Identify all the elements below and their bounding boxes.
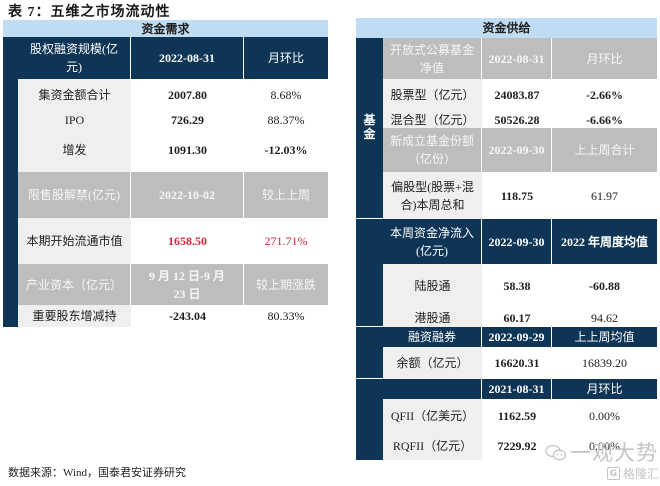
row-value: 1658.50 — [131, 218, 244, 264]
margin-header-change: 上上周均值 — [552, 327, 657, 347]
row-change: -60.88 — [552, 264, 657, 308]
supply-section-title: 资金供给 — [356, 18, 657, 38]
row-label: 重要股东增减持 — [18, 305, 131, 327]
row-change: 61.97 — [552, 172, 657, 219]
source-note: 数据来源：Wind，国泰君安证券研究 — [8, 467, 186, 479]
row-change: 16839.20 — [552, 347, 657, 379]
demand-section-title: 资金需求 — [3, 20, 328, 37]
northbound-header-date: 2022-09-30 — [482, 219, 552, 264]
qfii-header-change: 月环比 — [552, 379, 657, 399]
qfii-strip — [356, 379, 383, 460]
logo-mark-icon: G — [607, 467, 620, 480]
row-value: 58.38 — [482, 264, 552, 308]
row-label: 偏股型(股票+混合)本周总和 — [383, 172, 482, 219]
row-label: 混合型（亿元） — [383, 111, 482, 128]
row-value: -243.04 — [131, 305, 244, 327]
row-value: 60.17 — [482, 308, 552, 327]
row-change: 8.68% — [244, 79, 328, 111]
row-change: -2.66% — [552, 79, 657, 111]
northbound-strip — [356, 219, 383, 327]
row-value: 24083.87 — [482, 79, 552, 111]
public-funds-header-label: 开放式公募基金净值 — [383, 38, 482, 79]
watermark-text: 一观大势 — [570, 441, 658, 465]
margin-header-label: 融资融券 — [383, 327, 482, 347]
row-change: 88.37% — [244, 111, 328, 128]
public-funds-header-date: 2022-08-31 — [482, 38, 552, 79]
row-label: 增发 — [18, 128, 131, 172]
row-change: 0.00% — [552, 399, 657, 432]
new-funds-header-change: 上上周合计 — [552, 128, 657, 172]
row-value: 50526.28 — [482, 111, 552, 128]
row-change: 94.62 — [552, 308, 657, 327]
row-change: 0.00% — [552, 432, 657, 460]
row-label: 本期开始流通市值 — [18, 218, 131, 264]
industrial-capital-header-label: 产业资本（亿元） — [18, 264, 131, 305]
row-value: 7229.92 — [482, 432, 552, 460]
row-label: 港股通 — [383, 308, 482, 327]
row-label: RQFII（亿元） — [383, 432, 482, 460]
row-value: 726.29 — [131, 111, 244, 128]
row-label: QFII（亿美元） — [383, 399, 482, 432]
row-label: 集资金额合计 — [18, 79, 131, 111]
industrial-capital-header-change: 较上期涨跌 — [244, 264, 328, 305]
row-label: IPO — [18, 111, 131, 128]
unlock-header-date: 2022-10-02 — [131, 172, 244, 218]
row-value: 118.75 — [482, 172, 552, 219]
new-funds-header-date: 2022-09-30 — [482, 128, 552, 172]
new-funds-header-label: 新成立基金份额（亿份） — [383, 128, 482, 172]
watermark-logo: G 格隆汇 — [607, 466, 659, 481]
fund-group-label-1: 基 — [363, 113, 376, 127]
table-title: 表 7：五维之市场流动性 — [8, 5, 171, 20]
row-value: 1091.30 — [131, 128, 244, 172]
row-value: 16620.31 — [482, 347, 552, 379]
row-change: -12.03% — [244, 128, 328, 172]
margin-strip — [356, 327, 383, 379]
northbound-header-label: 本周资金净流入(亿元) — [383, 219, 482, 264]
industrial-capital-header-period: 9 月 12 日-9 月 23 日 — [131, 264, 244, 305]
row-change: 80.33% — [244, 305, 328, 327]
equity-financing-header-date: 2022-08-31 — [131, 37, 244, 79]
qfii-header-date: 2021-08-31 — [482, 379, 552, 399]
public-funds-header-change: 月环比 — [552, 38, 657, 79]
row-change: -6.66% — [552, 111, 657, 128]
row-label: 余额（亿元） — [383, 347, 482, 379]
unlock-header-change: 较上上周 — [244, 172, 328, 218]
equity-financing-header-label: 股权融资规模(亿元) — [18, 37, 131, 79]
row-label: 陆股通 — [383, 264, 482, 308]
row-value: 2007.80 — [131, 79, 244, 111]
fund-group-strip: 基 金 — [356, 38, 383, 219]
logo-text: 格隆汇 — [623, 467, 660, 481]
equity-financing-header-change: 月环比 — [244, 37, 328, 79]
unlock-header-label: 限售股解禁(亿元) — [18, 172, 131, 218]
fund-group-label-2: 金 — [363, 127, 376, 141]
qfii-header-label — [383, 379, 482, 399]
row-value: 1162.59 — [482, 399, 552, 432]
wechat-icon — [545, 444, 567, 461]
northbound-header-change: 2022 年周度均值 — [552, 219, 657, 264]
margin-header-date: 2022-09-29 — [482, 327, 552, 347]
demand-side-strip — [3, 37, 18, 327]
row-change: 271.71% — [244, 218, 328, 264]
row-label: 股票型（亿元） — [383, 79, 482, 111]
